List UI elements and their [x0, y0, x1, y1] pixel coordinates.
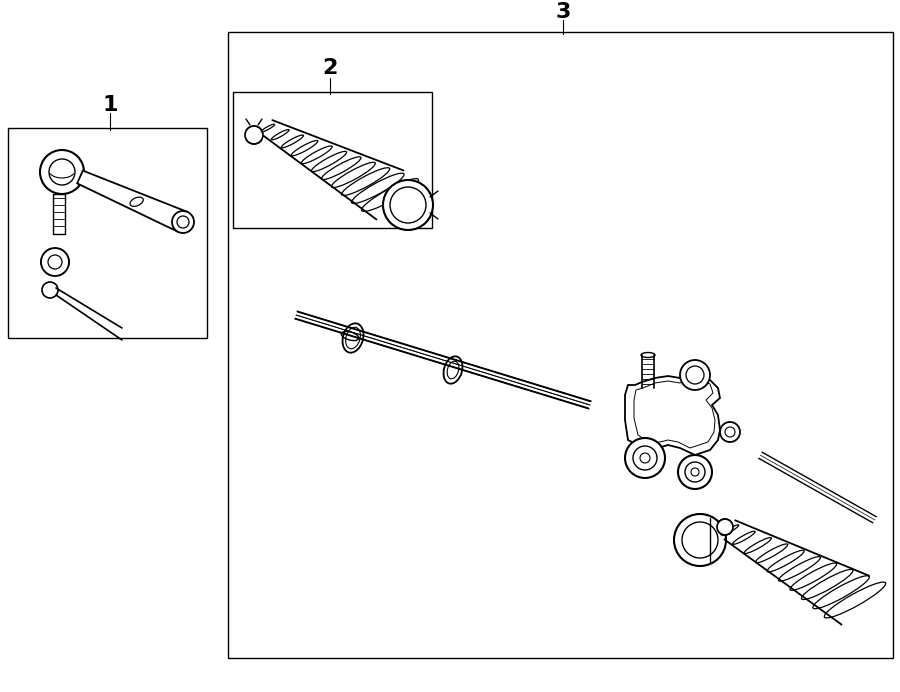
Circle shape — [383, 180, 433, 230]
Text: 3: 3 — [555, 2, 571, 22]
Bar — [233, 92, 432, 228]
Text: 1: 1 — [103, 95, 118, 115]
Ellipse shape — [721, 525, 739, 535]
Circle shape — [717, 519, 733, 535]
Circle shape — [172, 211, 194, 233]
Ellipse shape — [352, 173, 404, 203]
Bar — [228, 32, 893, 658]
Ellipse shape — [321, 157, 361, 180]
Ellipse shape — [641, 352, 655, 358]
Bar — [8, 128, 207, 338]
Ellipse shape — [341, 167, 390, 196]
Circle shape — [41, 248, 69, 276]
Ellipse shape — [292, 140, 318, 156]
Polygon shape — [77, 171, 187, 232]
Ellipse shape — [444, 356, 463, 383]
Circle shape — [678, 455, 712, 489]
Circle shape — [680, 360, 710, 390]
Ellipse shape — [756, 544, 788, 563]
Ellipse shape — [767, 550, 804, 572]
Circle shape — [720, 422, 740, 442]
Circle shape — [682, 522, 718, 558]
Ellipse shape — [302, 146, 332, 164]
Ellipse shape — [744, 538, 771, 554]
Ellipse shape — [282, 135, 303, 148]
Ellipse shape — [801, 570, 853, 599]
Ellipse shape — [271, 129, 289, 140]
Ellipse shape — [343, 323, 364, 353]
Ellipse shape — [824, 582, 886, 618]
Ellipse shape — [331, 162, 375, 188]
Ellipse shape — [362, 179, 418, 211]
Circle shape — [245, 126, 263, 144]
Ellipse shape — [638, 384, 658, 392]
Ellipse shape — [778, 556, 821, 581]
Ellipse shape — [261, 124, 274, 132]
Text: 2: 2 — [322, 58, 338, 78]
Ellipse shape — [311, 152, 346, 172]
Ellipse shape — [813, 576, 869, 609]
Circle shape — [625, 438, 665, 478]
Ellipse shape — [790, 563, 837, 590]
Circle shape — [674, 514, 726, 566]
Polygon shape — [625, 375, 720, 455]
Ellipse shape — [733, 531, 755, 545]
Circle shape — [42, 282, 58, 298]
